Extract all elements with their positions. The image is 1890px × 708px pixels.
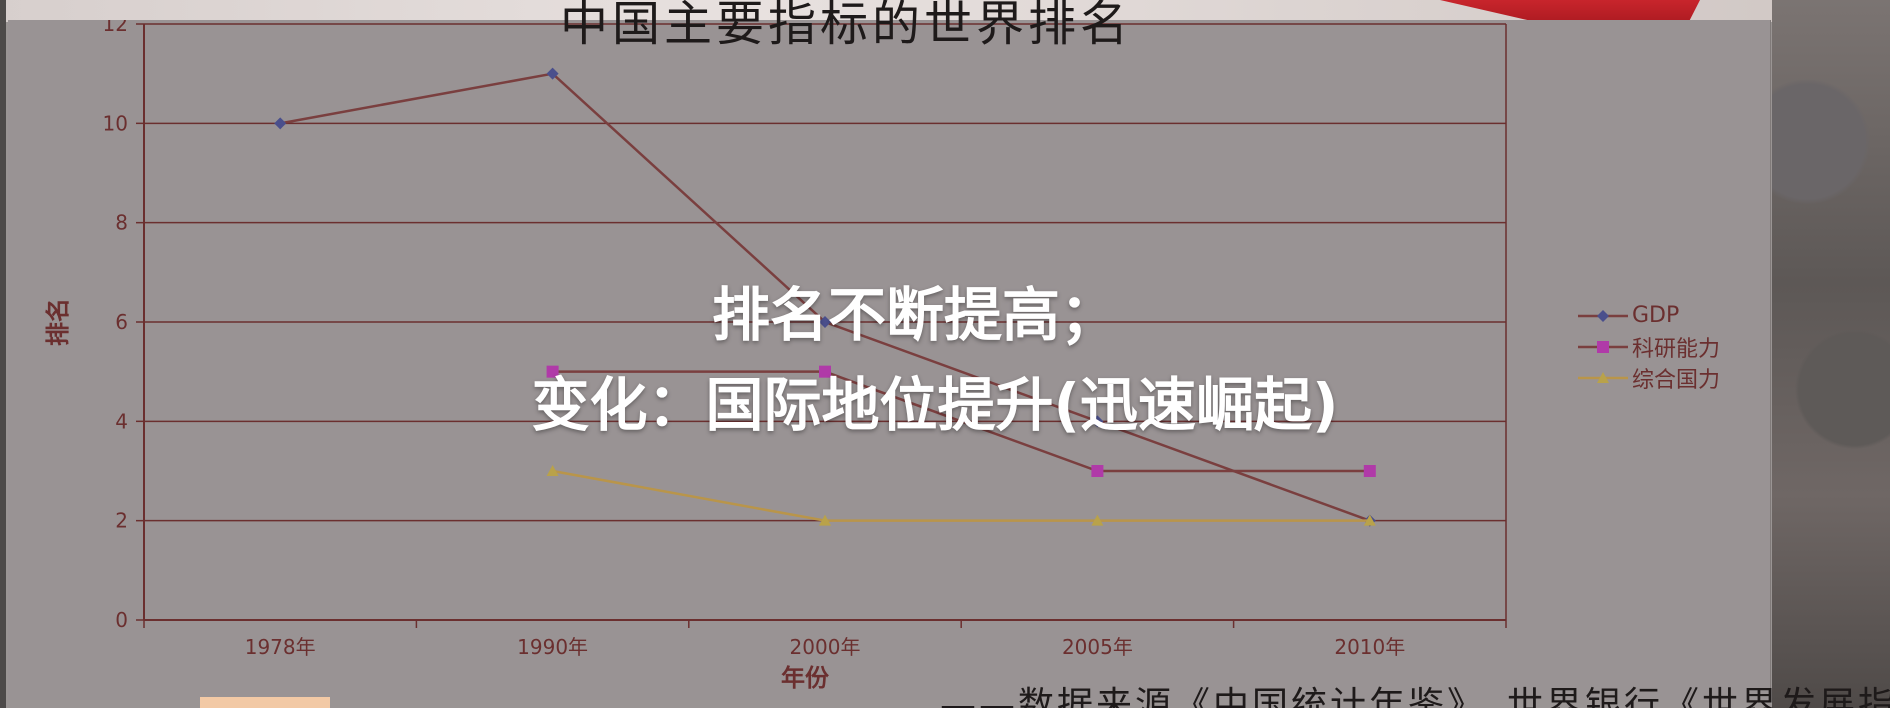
data-point-2 [1363, 514, 1376, 526]
data-point-1 [1091, 465, 1104, 477]
source-note: ——数据来源《中国统计年鉴》、世界银行《世界发展指 [940, 685, 1890, 708]
y-tick-label: 10 [103, 111, 128, 135]
series-line-2 [552, 469, 1370, 522]
legend-marker [1597, 309, 1609, 322]
x-tick-label: 2000年 [790, 635, 861, 659]
left-edge-bar [0, 0, 6, 708]
city-photo-background [1772, 0, 1890, 708]
data-point-1 [546, 365, 559, 378]
legend-item: GDP [1576, 300, 1720, 331]
y-tick-label: 2 [115, 509, 128, 533]
y-tick-label: 8 [115, 211, 128, 235]
data-point-1 [1363, 465, 1376, 477]
conclusion-line-2: 变化：国际地位提升(迅速崛起) [531, 371, 1339, 439]
y-tick-label: 4 [115, 409, 128, 433]
series-line-1 [552, 370, 1370, 473]
conclusion-overlay: 排名不断提高； 变化：国际地位提升(迅速崛起) [0, 270, 1890, 450]
y-tick-label: 6 [115, 310, 128, 334]
y-tick-label: 0 [115, 608, 128, 632]
x-axis-title: 年份 [781, 664, 830, 692]
data-point-0 [819, 316, 831, 328]
legend-item: 综合国力 [1576, 362, 1720, 393]
x-tick-label: 1990年 [517, 635, 588, 659]
y-tick-label: 12 [103, 20, 128, 36]
legend-swatch [1578, 340, 1628, 353]
conclusion-line-1: 排名不断提高； [711, 281, 1118, 349]
data-point-2 [546, 465, 559, 476]
y-axis-title: 排名 [44, 298, 72, 346]
data-point-0 [1091, 415, 1104, 428]
x-tick-label: 2010年 [1334, 635, 1405, 659]
data-point-0 [546, 67, 559, 80]
chart-legend: GDP 科研能力综合国力 [1576, 300, 1720, 393]
page-title: 中国主要指标的世界排名 [560, 0, 1133, 52]
legend-item: 科研能力 [1576, 331, 1720, 362]
x-tick-label: 1978年 [245, 635, 316, 659]
legend-label: GDP [1632, 303, 1680, 328]
legend-swatch [1578, 309, 1628, 322]
legend-swatch [1578, 371, 1628, 383]
data-point-2 [1091, 514, 1104, 526]
data-point-2 [819, 514, 831, 526]
data-point-0 [274, 117, 287, 130]
legend-marker [1597, 340, 1609, 353]
decorative-box [200, 697, 330, 708]
legend-label: 科研能力 [1632, 336, 1721, 362]
legend-marker [1597, 371, 1609, 383]
legend-label: 综合国力 [1632, 367, 1721, 393]
header-strip [0, 0, 1890, 22]
x-tick-label: 2005年 [1062, 635, 1133, 659]
data-point-1 [819, 365, 831, 378]
chart-frame: 0 2 4 6 8 10 12 1978年 1990年 2000年 2005年 2010年年份 排名 G… [8, 20, 1771, 700]
